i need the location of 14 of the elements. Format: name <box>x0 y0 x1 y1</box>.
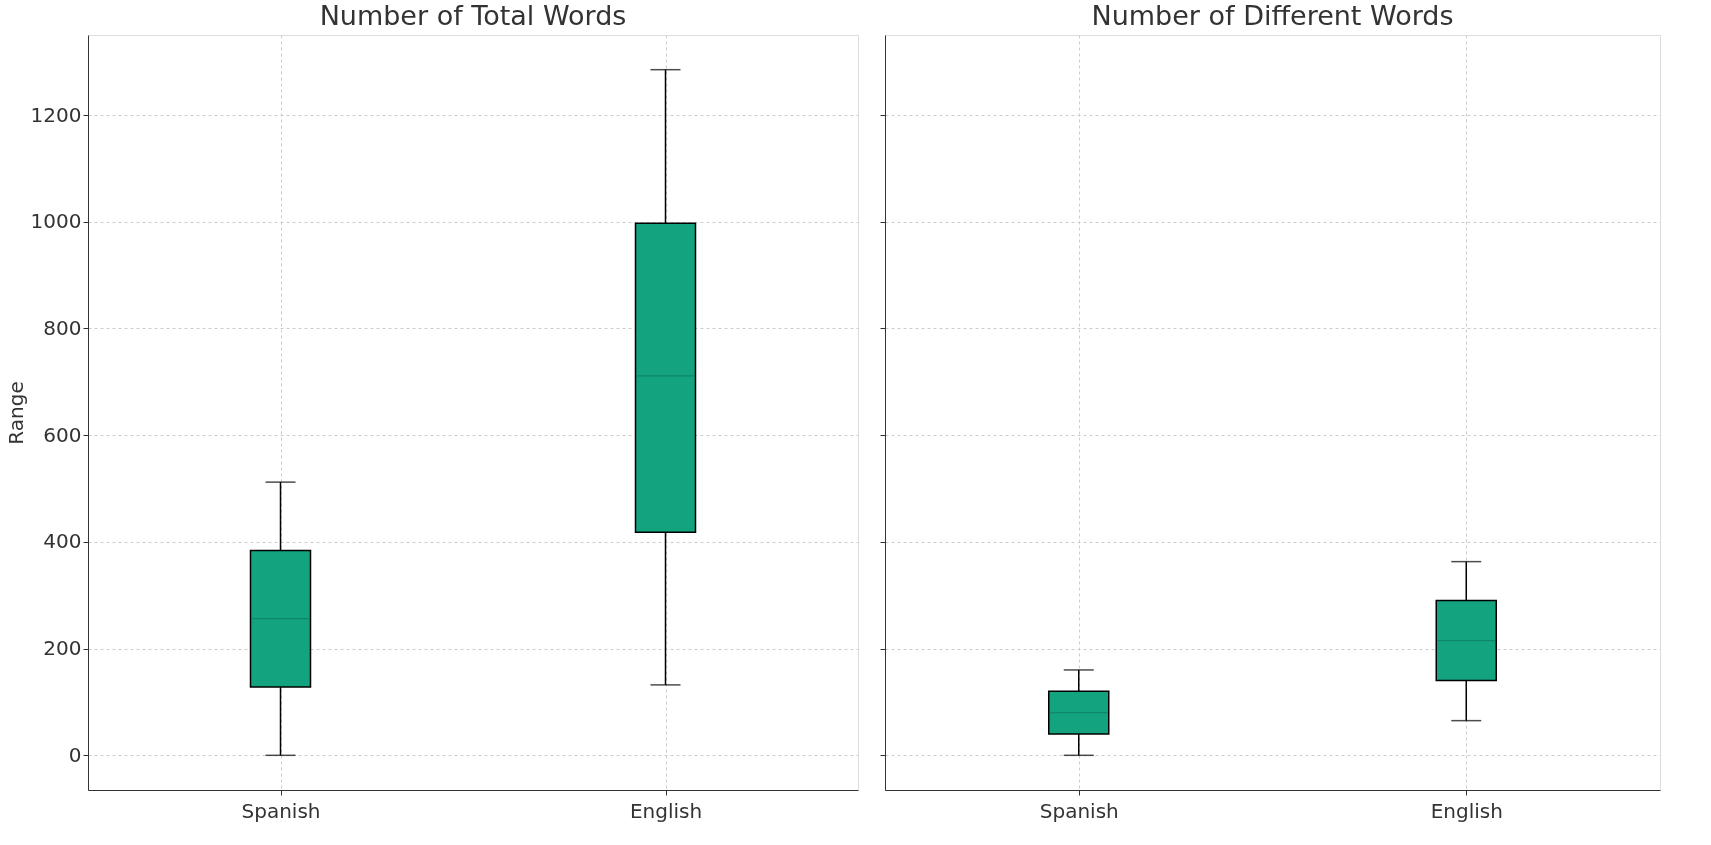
y-axis-title: Range <box>3 381 28 445</box>
x-tick-label: Spanish <box>241 798 321 823</box>
x-tick-label: English <box>1430 798 1503 823</box>
y-tick-label: 1000 <box>30 209 82 234</box>
x-tick-label: English <box>629 798 703 823</box>
y-tick-label: 800 <box>43 315 82 340</box>
y-tick-label: 1200 <box>30 102 82 127</box>
x-tick-label: Spanish <box>1039 798 1119 823</box>
chart-title: Number of Total Words <box>319 0 627 31</box>
y-tick-label: 400 <box>43 529 82 554</box>
chart-title: Number of Different Words <box>1091 0 1454 31</box>
y-tick-label: 200 <box>43 636 82 661</box>
y-tick-label: 600 <box>43 422 82 447</box>
y-tick-label: 0 <box>68 742 82 767</box>
